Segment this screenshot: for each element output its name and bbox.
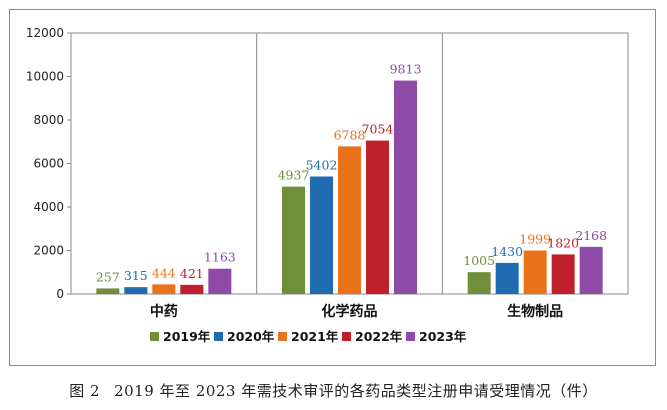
- legend-swatch: [214, 332, 223, 341]
- legend-swatch: [342, 332, 351, 341]
- y-tick-label: 8000: [33, 113, 64, 127]
- data-label: 1999: [519, 232, 551, 247]
- data-label: 5402: [306, 158, 338, 173]
- bar: [208, 268, 232, 294]
- y-tick-label: 2000: [33, 244, 64, 258]
- y-tick-label: 10000: [26, 70, 64, 84]
- y-tick-label: 0: [56, 287, 64, 301]
- bar: [523, 250, 547, 294]
- data-label: 4937: [278, 168, 310, 183]
- data-label: 444: [152, 265, 176, 280]
- bar: [124, 287, 148, 294]
- bar: [366, 140, 389, 294]
- bar: [467, 272, 491, 294]
- data-label: 2168: [575, 228, 607, 243]
- bar: [282, 186, 305, 294]
- caption-number: 图 2: [69, 382, 101, 400]
- legend-swatch: [406, 332, 415, 341]
- bar: [579, 246, 603, 294]
- legend-label: 2020年: [227, 329, 275, 344]
- y-tick-label: 4000: [33, 200, 64, 214]
- legend-swatch: [150, 332, 159, 341]
- bar: [310, 176, 333, 294]
- data-label: 1820: [547, 235, 579, 250]
- caption-text: 2019 年至 2023 年需技术审评的各药品类型注册申请受理情况（件）: [114, 382, 598, 400]
- legend-label: 2023年: [419, 329, 467, 344]
- x-category-label: 中药: [150, 303, 178, 320]
- bar: [180, 284, 204, 294]
- data-label: 1430: [491, 244, 523, 259]
- x-category-label: 生物制品: [507, 303, 563, 320]
- x-category-label: 化学药品: [322, 303, 378, 320]
- bar: [551, 254, 575, 294]
- data-label: 421: [180, 266, 204, 281]
- legend-label: 2021年: [291, 329, 339, 344]
- bar: [338, 146, 361, 294]
- data-label: 315: [124, 268, 148, 283]
- y-tick-label: 12000: [26, 26, 64, 40]
- data-label: 6788: [334, 127, 366, 142]
- figure-caption: 图 2 2019 年至 2023 年需技术审评的各药品类型注册申请受理情况（件）: [0, 380, 667, 401]
- legend-label: 2019年: [163, 329, 211, 344]
- data-label: 1005: [463, 253, 495, 268]
- legend-swatch: [278, 332, 287, 341]
- data-label: 7054: [362, 122, 394, 137]
- y-tick-label: 6000: [33, 157, 64, 171]
- bar: [394, 80, 417, 294]
- data-label: 257: [96, 269, 120, 284]
- bar: [96, 288, 120, 294]
- data-label: 9813: [390, 62, 422, 77]
- data-label: 1163: [204, 250, 236, 265]
- bar: [152, 284, 176, 294]
- bar: [495, 262, 519, 294]
- legend-label: 2022年: [355, 329, 403, 344]
